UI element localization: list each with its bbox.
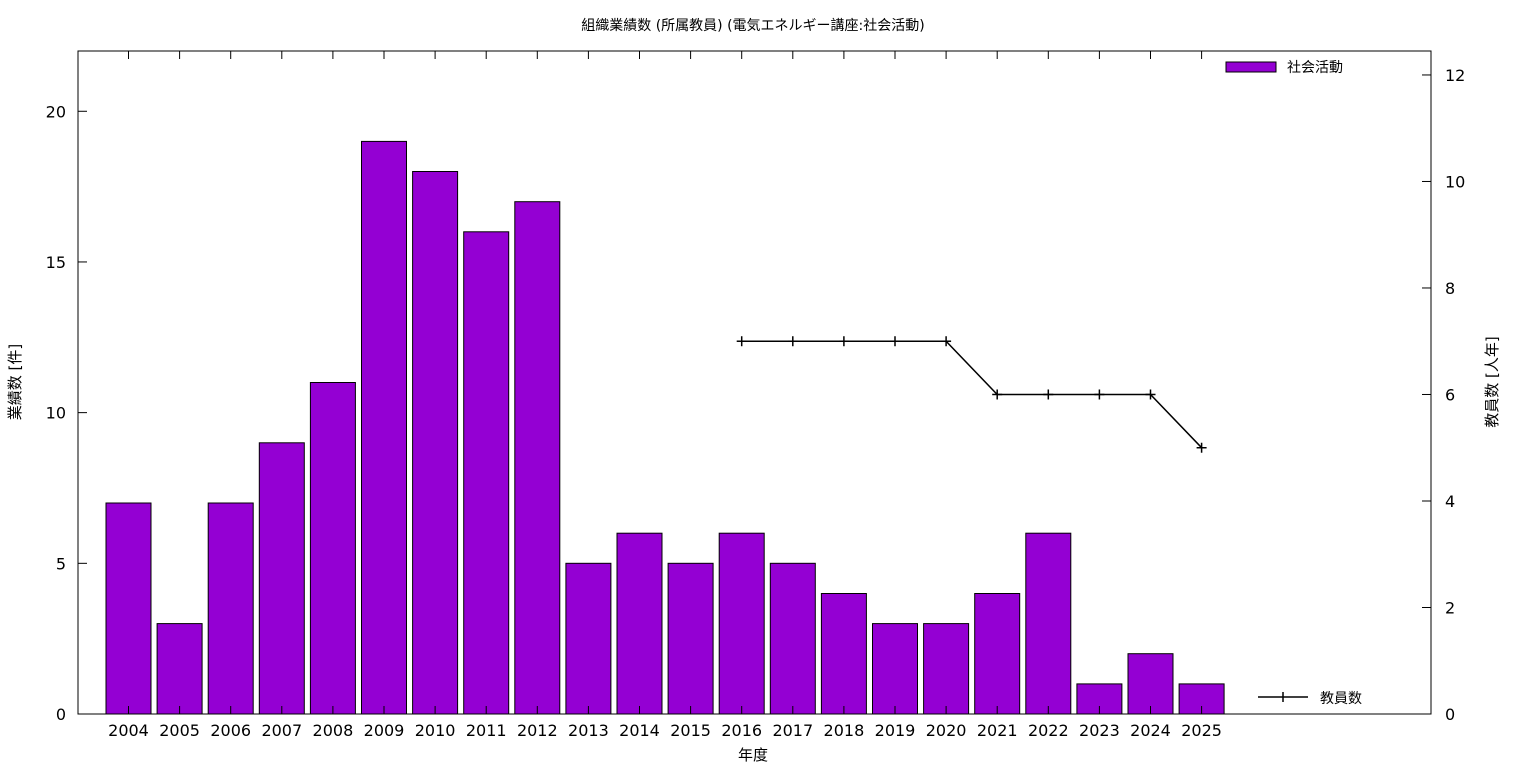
legend-swatch-bars <box>1225 61 1277 73</box>
x-tick-label: 2006 <box>210 721 251 740</box>
line-point-2020 <box>941 336 952 347</box>
x-tick-label: 2014 <box>619 721 660 740</box>
x-tick-label: 2020 <box>926 721 967 740</box>
y-tick-label: 5 <box>56 554 66 573</box>
bar-2006 <box>207 502 254 715</box>
bar-2008 <box>309 382 356 715</box>
bar-2004 <box>105 502 152 715</box>
x-tick-label: 2012 <box>517 721 558 740</box>
x-tick-label: 2019 <box>875 721 916 740</box>
y2-tick-label: 2 <box>1445 598 1455 617</box>
x-tick-label: 2007 <box>261 721 302 740</box>
bar-2012 <box>514 201 561 715</box>
bar-2005 <box>156 623 203 715</box>
line-point-2025 <box>1196 442 1207 453</box>
x-tick-label: 2005 <box>159 721 200 740</box>
x-tick-label: 2016 <box>721 721 762 740</box>
bar-2014 <box>616 532 663 715</box>
bar-2022 <box>1025 532 1072 715</box>
line-point-2023 <box>1094 389 1105 400</box>
x-tick-label: 2021 <box>977 721 1018 740</box>
y-axis-left: 0 5 10 15 20 <box>46 102 87 724</box>
y-tick-label: 15 <box>46 253 66 272</box>
x-tick-label: 2017 <box>772 721 813 740</box>
x-tick-label: 2025 <box>1181 721 1222 740</box>
x-tick-label: 2023 <box>1079 721 1120 740</box>
y2-tick-label: 4 <box>1445 492 1455 511</box>
bar-2007 <box>258 442 305 715</box>
y-tick-label: 20 <box>46 102 66 121</box>
line-point-2017 <box>787 336 798 347</box>
y-axis-title: 業績数 [件] <box>6 344 24 420</box>
line-point-2019 <box>890 336 900 347</box>
y-tick-label: 10 <box>46 404 66 423</box>
x-tick-label: 2013 <box>568 721 609 740</box>
bar-2015 <box>667 562 714 715</box>
x-tick-label: 2008 <box>313 721 354 740</box>
bar-2010 <box>412 171 459 715</box>
y-tick-label: 0 <box>56 705 66 724</box>
bar-2009 <box>361 140 407 715</box>
bars-layer <box>105 140 1225 715</box>
line-point-2018 <box>838 336 849 347</box>
x-tick-label: 2024 <box>1130 721 1171 740</box>
bar-2020 <box>923 623 970 715</box>
chart-title: 組織業績数 (所属教員) (電気エネルギー講座:社会活動) <box>581 18 924 34</box>
line-point-2021 <box>992 389 1003 400</box>
line-point-2024 <box>1145 389 1156 400</box>
x-tick-label: 2009 <box>364 721 405 740</box>
y2-tick-label: 6 <box>1445 385 1455 404</box>
bar-2016 <box>718 532 765 715</box>
x-axis: 2004 2005 2006 2007 2008 2009 2010 2011 2012 2013… <box>108 51 1222 740</box>
line-layer <box>736 336 1207 453</box>
bar-2024 <box>1127 653 1174 715</box>
bar-2011 <box>463 231 510 715</box>
x-tick-label: 2010 <box>415 721 456 740</box>
bar-2017 <box>769 562 816 715</box>
x-tick-label: 2018 <box>824 721 865 740</box>
legend-label-line: 教員数 <box>1320 691 1362 707</box>
x-tick-label: 2011 <box>466 721 507 740</box>
line-point-2022 <box>1043 389 1054 400</box>
legend: 社会活動 教員数 <box>1225 60 1362 707</box>
y2-tick-label: 8 <box>1445 279 1455 298</box>
line-series-faculty <box>741 340 1203 449</box>
y2-tick-label: 0 <box>1445 705 1455 724</box>
y2-axis-title: 教員数 [人年] <box>1483 336 1501 427</box>
x-axis-title: 年度 <box>738 746 768 764</box>
y2-tick-label: 12 <box>1445 66 1465 85</box>
bar-2013 <box>565 562 612 715</box>
x-tick-label: 2004 <box>108 721 149 740</box>
legend-label-bars: 社会活動 <box>1287 60 1343 76</box>
y2-tick-label: 10 <box>1445 172 1465 191</box>
line-point-2016 <box>736 336 747 347</box>
bar-2021 <box>974 593 1021 715</box>
bar-2019 <box>872 623 918 715</box>
y-axis-right: 0 2 4 6 8 10 12 <box>1422 66 1465 724</box>
plot-frame <box>77 50 1432 715</box>
x-tick-label: 2015 <box>670 721 711 740</box>
x-tick-label: 2022 <box>1028 721 1069 740</box>
bar-2018 <box>820 593 867 715</box>
